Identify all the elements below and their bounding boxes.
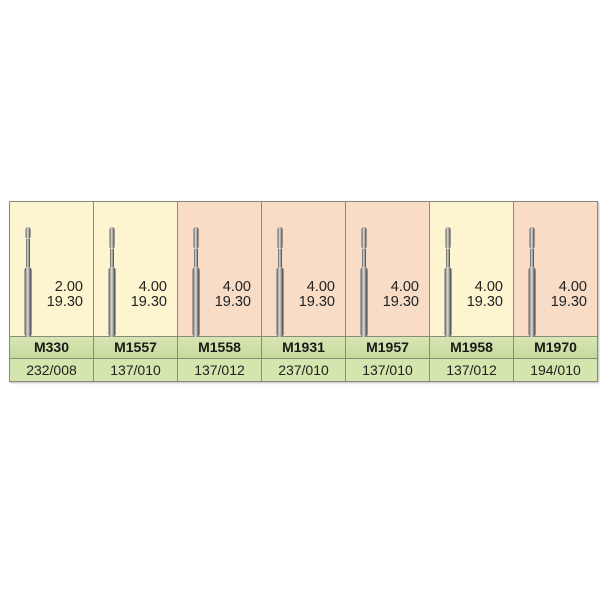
head-length: 2.00: [54, 279, 83, 295]
product-name: M1558: [178, 336, 261, 358]
dental-bur-icon: [108, 227, 116, 337]
product-name: M1958: [430, 336, 513, 358]
dental-bur-icon: [444, 227, 452, 337]
bur-image-cell: 4.00 19.30: [430, 202, 513, 337]
dimensions: 4.00 19.30: [383, 280, 419, 310]
product-column: 4.00 19.30 M1558 137/012: [178, 202, 262, 381]
total-length: 19.30: [550, 294, 587, 310]
head-length: 4.00: [222, 279, 251, 295]
dimensions: 4.00 19.30: [551, 280, 587, 310]
product-column: 2.00 19.30 M330 232/008: [10, 202, 94, 381]
product-name: M1557: [94, 336, 177, 358]
total-length: 19.30: [382, 294, 419, 310]
dimensions: 4.00 19.30: [215, 280, 251, 310]
product-code: 137/010: [94, 358, 177, 381]
dimensions: 4.00 19.30: [467, 280, 503, 310]
total-length: 19.30: [46, 294, 83, 310]
bur-image-cell: 4.00 19.30: [94, 202, 177, 337]
dental-bur-icon: [528, 227, 536, 337]
head-length: 4.00: [474, 279, 503, 295]
product-column: 4.00 19.30 M1957 137/010: [346, 202, 430, 381]
product-column: 4.00 19.30 M1958 137/012: [430, 202, 514, 381]
head-length: 4.00: [306, 279, 335, 295]
product-code: 232/008: [10, 358, 93, 381]
dimensions: 4.00 19.30: [299, 280, 335, 310]
product-name: M1931: [262, 336, 345, 358]
total-length: 19.30: [214, 294, 251, 310]
dental-bur-icon: [192, 227, 200, 337]
product-code: 137/012: [430, 358, 513, 381]
dental-bur-icon: [24, 227, 32, 337]
product-code: 137/012: [178, 358, 261, 381]
head-length: 4.00: [390, 279, 419, 295]
product-code: 137/010: [346, 358, 429, 381]
total-length: 19.30: [130, 294, 167, 310]
product-code: 237/010: [262, 358, 345, 381]
product-name: M330: [10, 336, 93, 358]
dental-bur-icon: [360, 227, 368, 337]
product-code: 194/010: [514, 358, 597, 381]
bur-image-cell: 4.00 19.30: [514, 202, 597, 337]
bur-image-cell: 4.00 19.30: [178, 202, 261, 337]
bur-image-cell: 4.00 19.30: [346, 202, 429, 337]
head-length: 4.00: [558, 279, 587, 295]
product-column: 4.00 19.30 M1970 194/010: [514, 202, 597, 381]
product-name: M1970: [514, 336, 597, 358]
bur-image-cell: 4.00 19.30: [262, 202, 345, 337]
dimensions: 2.00 19.30: [47, 280, 83, 310]
product-column: 4.00 19.30 M1931 237/010: [262, 202, 346, 381]
total-length: 19.30: [466, 294, 503, 310]
dimensions: 4.00 19.30: [131, 280, 167, 310]
product-column: 4.00 19.30 M1557 137/010: [94, 202, 178, 381]
bur-table: 2.00 19.30 M330 232/008 4.00 19.30 M1557…: [9, 201, 598, 382]
product-name: M1957: [346, 336, 429, 358]
bur-image-cell: 2.00 19.30: [10, 202, 93, 337]
dental-bur-icon: [276, 227, 284, 337]
total-length: 19.30: [298, 294, 335, 310]
head-length: 4.00: [138, 279, 167, 295]
